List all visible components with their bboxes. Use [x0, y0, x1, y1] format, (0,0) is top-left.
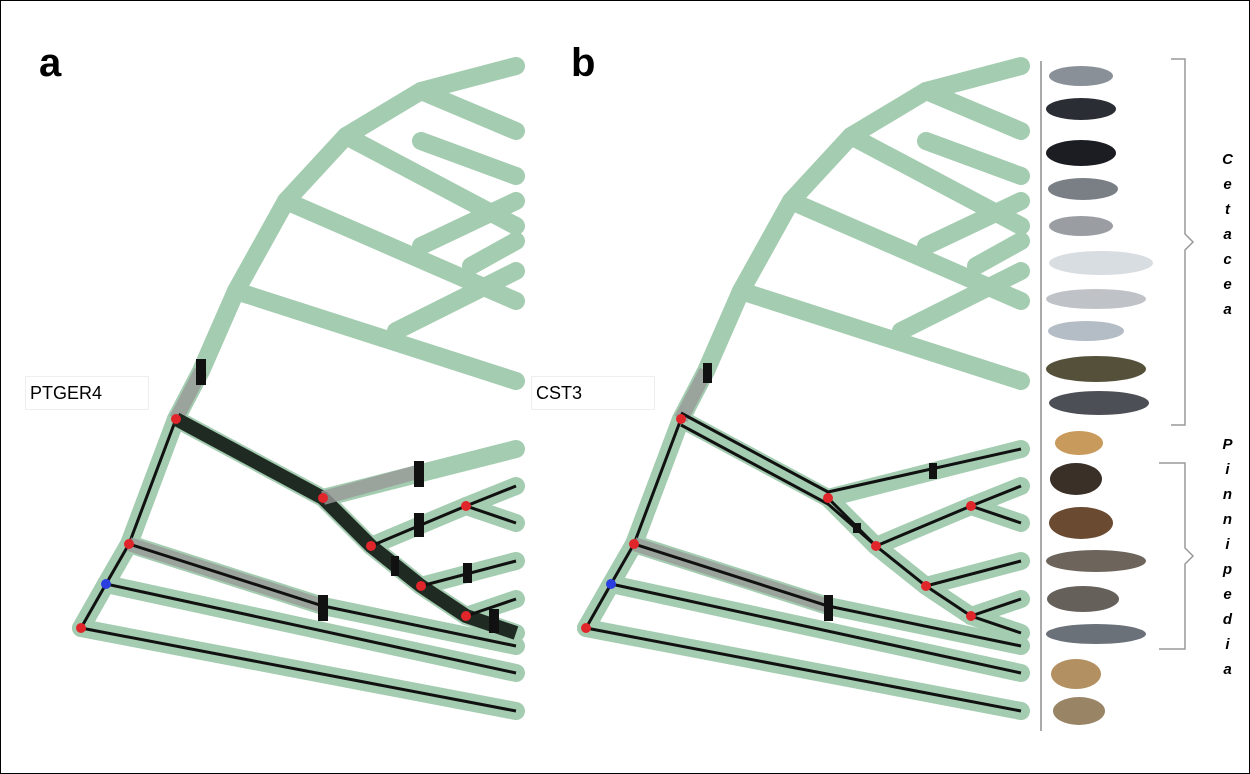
animal-icons — [1046, 66, 1153, 725]
gene-label: PTGER4 — [25, 376, 149, 410]
bracket-cetacea — [1171, 59, 1193, 425]
gene-label: CST3 — [531, 376, 655, 410]
figure: a b PTGER4 CST3 Cetacea Pinnipedia — [0, 0, 1250, 774]
paths-b — [581, 363, 1021, 711]
bracket-pinnipedia — [1159, 463, 1193, 649]
paths-a — [76, 359, 516, 711]
panel-label: b — [571, 41, 595, 86]
clade-label: Cetacea — [1219, 151, 1236, 326]
clade-label: Pinnipedia — [1219, 436, 1236, 686]
panel-label: a — [39, 41, 61, 86]
